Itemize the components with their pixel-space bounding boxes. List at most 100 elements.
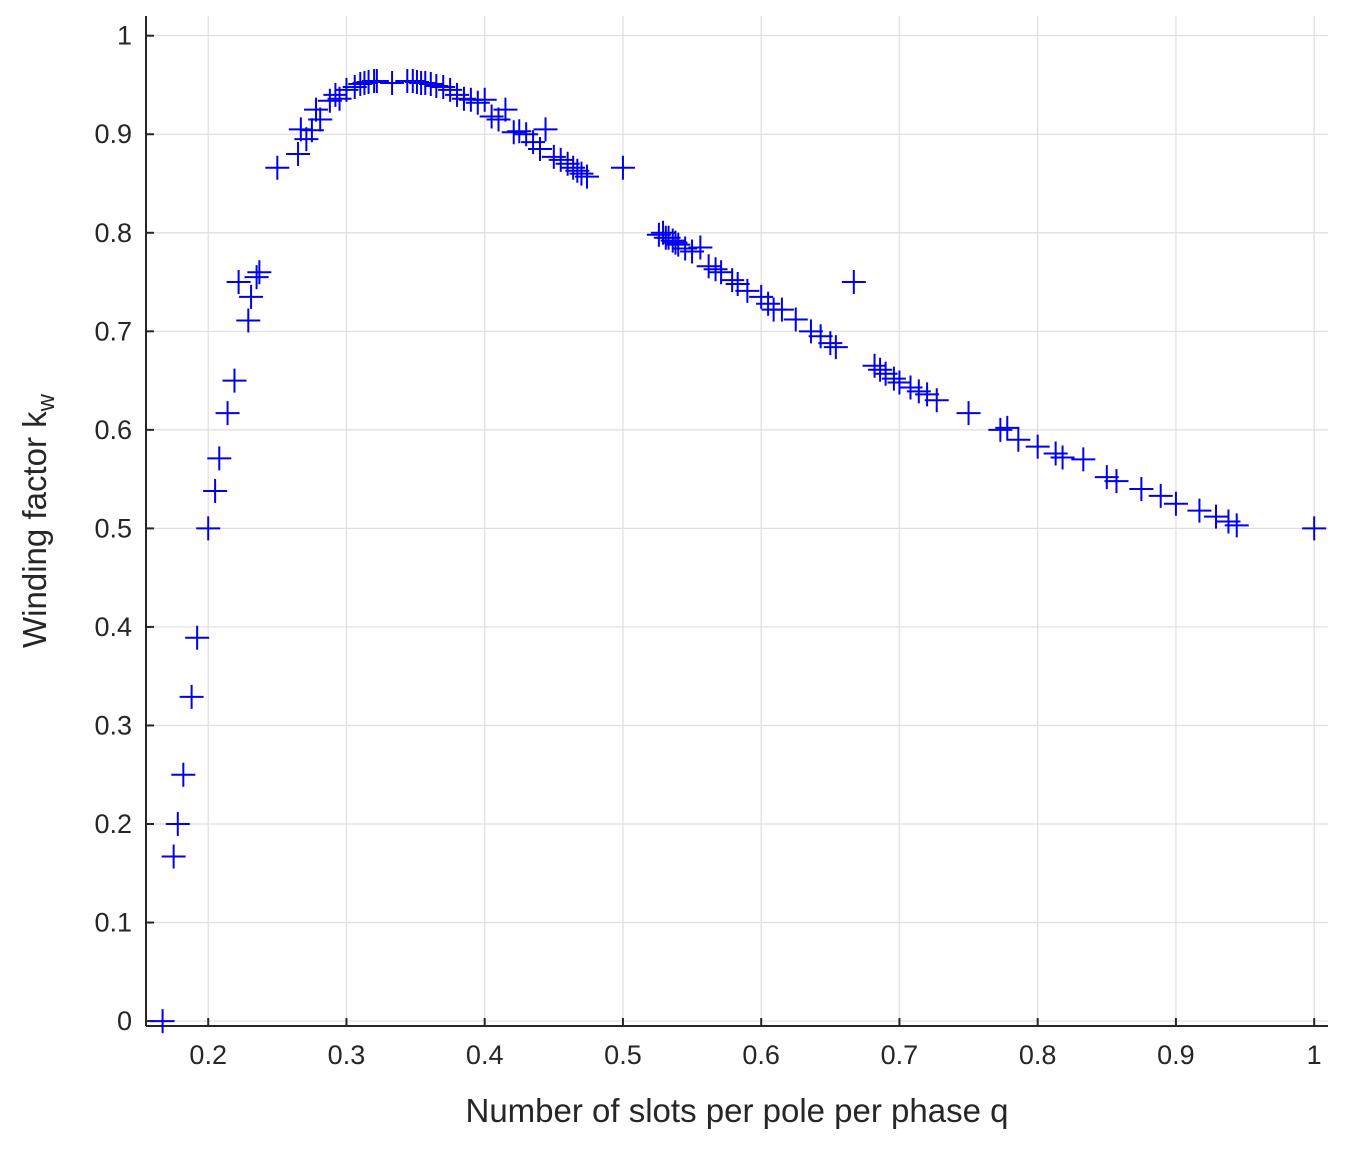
y-axis-ticks: 0 0.1 0.2 0.3 0.4 0.5 0.6 0.7 0.8 0.9 1 — [94, 21, 154, 1036]
y-tick-label: 0.7 — [94, 316, 132, 346]
data-point — [465, 90, 490, 115]
x-tick-label: 0.2 — [189, 1040, 227, 1070]
data-point — [265, 155, 290, 180]
data-point — [521, 130, 546, 155]
data-point — [1006, 427, 1031, 452]
data-point — [749, 284, 774, 309]
data-point — [247, 260, 272, 285]
data-point — [646, 222, 671, 247]
data-point — [735, 278, 760, 303]
data-point — [565, 158, 590, 183]
data-point — [317, 88, 342, 113]
data-point — [783, 307, 808, 332]
data-point — [380, 71, 405, 96]
data-point — [956, 401, 981, 426]
x-tick-label: 0.3 — [328, 1040, 366, 1070]
axes — [145, 16, 1328, 1027]
data-point — [203, 478, 228, 503]
data-point — [150, 1009, 175, 1034]
data-point — [1094, 465, 1119, 490]
data-point — [207, 446, 232, 471]
data-point — [663, 230, 688, 255]
data-point — [1071, 447, 1096, 472]
x-axis-ticks: 0.2 0.3 0.4 0.5 0.6 0.7 0.8 0.9 1 — [189, 1018, 1322, 1070]
data-point — [323, 82, 348, 107]
data-point — [808, 324, 833, 349]
data-point — [1050, 445, 1075, 470]
data-point — [364, 69, 389, 94]
data-point — [431, 74, 456, 99]
data-point — [1204, 504, 1229, 529]
data-point — [507, 119, 532, 144]
data-point — [881, 366, 906, 391]
data-point — [703, 257, 728, 282]
data-point — [666, 232, 691, 257]
data-point — [823, 335, 848, 360]
data-point — [479, 104, 504, 129]
y-tick-label: 0.1 — [94, 908, 132, 938]
data-point — [1148, 483, 1173, 508]
data-point — [887, 370, 912, 395]
data-point — [725, 272, 750, 297]
data-point — [915, 382, 940, 407]
data-point — [286, 141, 311, 166]
data-point — [1187, 498, 1212, 523]
data-point — [656, 225, 681, 250]
data-point — [493, 97, 518, 122]
data-point — [226, 270, 251, 295]
y-axis-label-subscript: w — [33, 393, 60, 412]
data-point — [995, 415, 1020, 440]
data-point — [486, 107, 511, 132]
data-point — [1104, 469, 1129, 494]
data-point — [1302, 516, 1327, 541]
data-point — [1163, 491, 1188, 516]
grid-lines — [146, 16, 1328, 1026]
data-point — [1129, 476, 1154, 501]
y-tick-label: 0.8 — [94, 218, 132, 248]
data-point — [445, 82, 470, 107]
data-point — [924, 388, 949, 413]
x-axis-label: Number of slots per pole per phase q — [466, 1092, 1009, 1129]
data-point — [569, 161, 594, 186]
data-point — [798, 319, 823, 344]
x-tick-label: 0.9 — [1157, 1040, 1195, 1070]
x-tick-label: 0.5 — [604, 1040, 642, 1070]
data-point — [222, 368, 247, 393]
y-tick-label: 0.3 — [94, 710, 132, 740]
x-tick-label: 1 — [1307, 1040, 1322, 1070]
y-tick-label: 0.9 — [94, 119, 132, 149]
data-points — [150, 69, 1327, 1034]
data-point — [304, 97, 329, 122]
data-point — [769, 297, 794, 322]
data-point — [660, 228, 685, 253]
data-point — [236, 308, 261, 333]
y-tick-label: 0.6 — [94, 415, 132, 445]
data-point — [472, 87, 497, 112]
data-point — [179, 684, 204, 709]
data-point — [1224, 513, 1249, 538]
data-point — [868, 357, 893, 382]
y-tick-label: 0 — [117, 1006, 132, 1036]
y-tick-label: 0.4 — [94, 612, 132, 642]
data-point — [541, 144, 566, 169]
data-point — [1025, 434, 1050, 459]
data-point — [239, 284, 264, 309]
data-point — [308, 107, 333, 132]
data-point — [342, 74, 367, 99]
data-point — [841, 270, 866, 295]
data-point — [185, 625, 210, 650]
data-point — [528, 137, 552, 162]
data-point — [165, 812, 190, 836]
data-point — [438, 77, 463, 102]
data-point — [575, 164, 600, 189]
y-tick-label: 0.5 — [94, 513, 132, 543]
data-point — [215, 401, 240, 426]
x-tick-label: 0.7 — [881, 1040, 919, 1070]
data-point — [720, 268, 745, 293]
data-point — [756, 291, 781, 316]
data-point — [696, 254, 721, 279]
data-point — [1043, 441, 1068, 466]
y-tick-label: 1 — [117, 21, 132, 51]
x-tick-label: 0.4 — [466, 1040, 504, 1070]
